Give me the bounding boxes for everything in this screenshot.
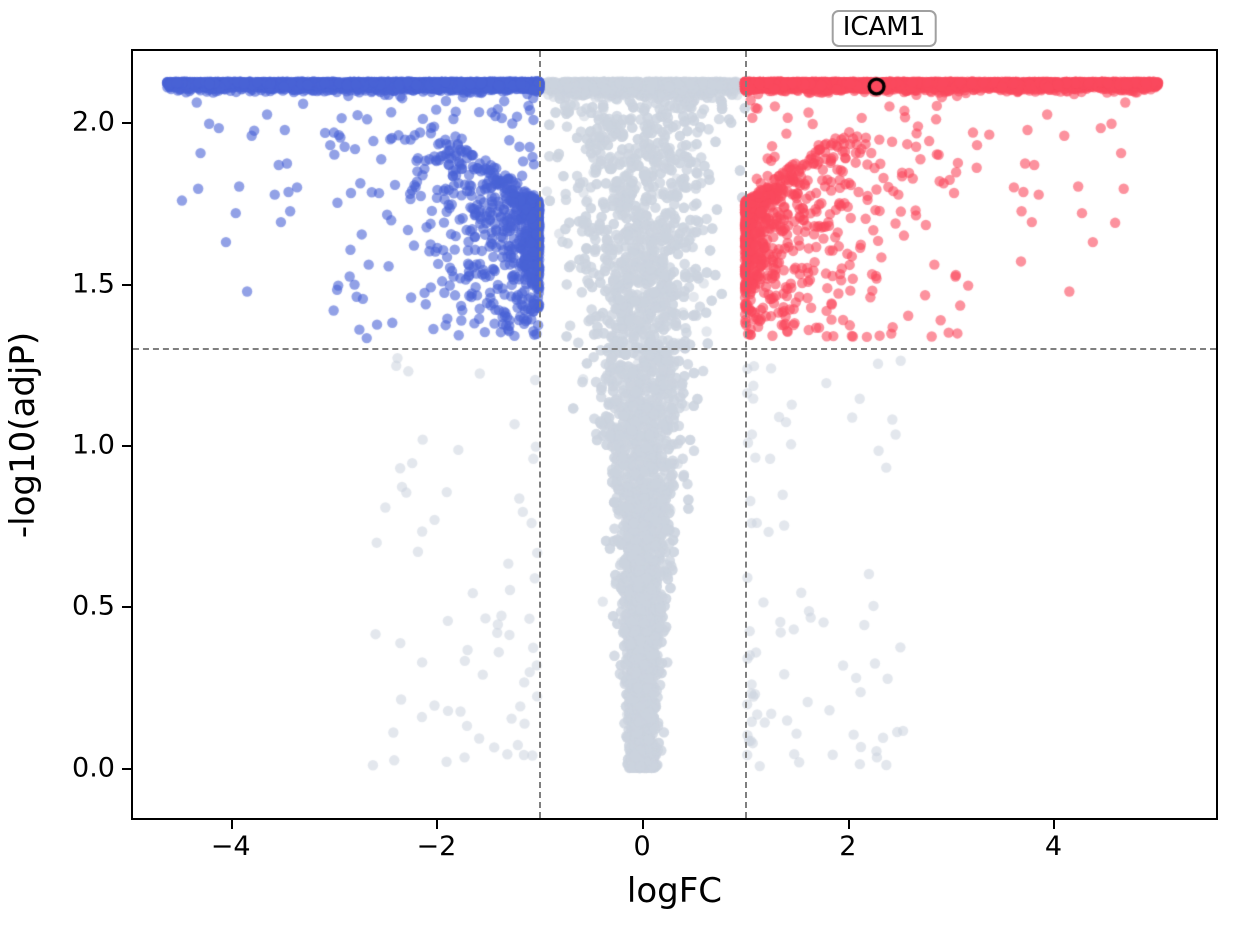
x-tick-label: 0 xyxy=(633,831,651,862)
x-tick-label: 2 xyxy=(839,831,857,862)
y-axis-title-text: -log10(adjP) xyxy=(3,331,44,538)
x-axis-title: logFC xyxy=(626,871,723,911)
y-tick-label: 0.0 xyxy=(72,752,115,784)
plot-area xyxy=(131,49,1218,820)
y-tick-mark xyxy=(122,767,131,770)
scatter-points-canvas xyxy=(133,51,1216,818)
x-tick-label: −4 xyxy=(210,831,251,862)
x-tick-mark xyxy=(847,820,850,829)
y-tick-label: 1.0 xyxy=(72,429,115,461)
y-tick-mark xyxy=(122,444,131,447)
x-tick-mark xyxy=(436,820,439,829)
x-tick-label: 4 xyxy=(1044,831,1063,862)
y-axis-title: -log10(adjP) xyxy=(0,49,46,820)
x-tick-mark xyxy=(1053,820,1056,829)
y-tick-label: 0.5 xyxy=(72,590,115,622)
y-tick-label: 1.5 xyxy=(72,268,115,300)
y-tick-mark xyxy=(122,283,131,286)
y-tick-mark xyxy=(122,122,131,125)
gene-annotation-label: ICAM1 xyxy=(831,10,937,48)
x-tick-mark xyxy=(642,820,645,829)
x-tick-label: −2 xyxy=(416,831,457,862)
x-tick-mark xyxy=(230,820,233,829)
y-tick-label: 2.0 xyxy=(72,106,115,138)
y-tick-mark xyxy=(122,606,131,609)
